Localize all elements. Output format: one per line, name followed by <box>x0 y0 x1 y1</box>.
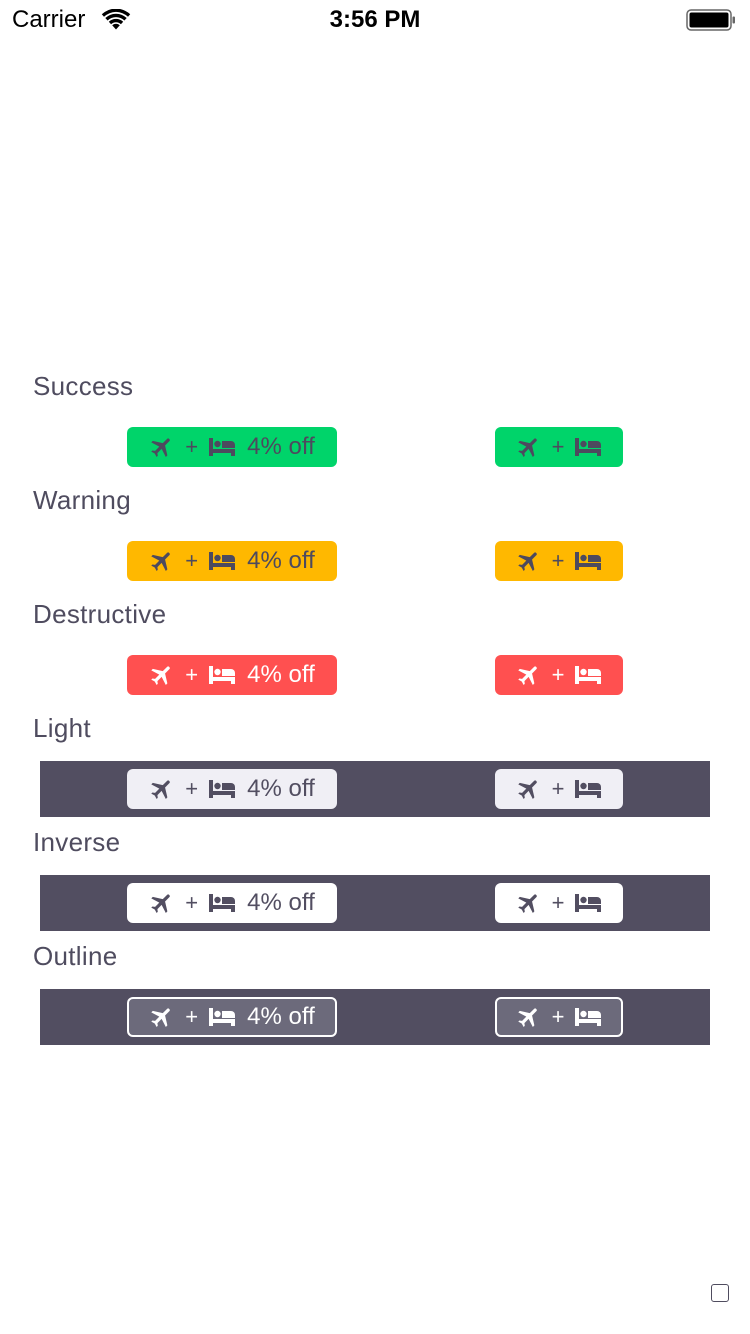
discount-label: 4% off <box>247 547 315 574</box>
plus-sign: + <box>185 776 199 801</box>
bed-icon <box>574 778 602 800</box>
plus-sign: + <box>185 548 199 573</box>
airplane-icon <box>149 548 175 574</box>
destructive-badge-compact: + <box>495 655 623 695</box>
bed-icon <box>208 436 236 458</box>
airplane-icon <box>149 662 175 688</box>
airplane-icon <box>516 776 542 802</box>
plus-sign: + <box>551 662 565 687</box>
plus-sign: + <box>185 1004 199 1029</box>
success-badge-with-discount: + 4% off <box>127 427 337 467</box>
battery-icon <box>686 9 735 31</box>
warning-badge-compact: + <box>495 541 623 581</box>
inverse-badge-with-discount: + 4% off <box>127 883 337 923</box>
airplane-icon <box>516 548 542 574</box>
bed-icon <box>574 550 602 572</box>
status-bar: Carrier 3:56 PM <box>0 0 750 40</box>
warning-badge-with-discount: + 4% off <box>127 541 337 581</box>
plus-sign: + <box>185 662 199 687</box>
bed-icon <box>208 664 236 686</box>
inverse-badge-compact: + <box>495 883 623 923</box>
bed-icon <box>208 892 236 914</box>
airplane-icon <box>149 1004 175 1030</box>
success-badge-compact: + <box>495 427 623 467</box>
plus-sign: + <box>551 1004 565 1029</box>
bed-icon <box>208 1006 236 1028</box>
section-title-outline: Outline <box>33 941 118 971</box>
plus-sign: + <box>551 434 565 459</box>
plus-sign: + <box>551 890 565 915</box>
discount-label: 4% off <box>247 889 315 916</box>
section-title-inverse: Inverse <box>33 827 121 857</box>
discount-label: 4% off <box>247 433 315 460</box>
section-title-warning: Warning <box>33 485 131 515</box>
section-title-destructive: Destructive <box>33 599 167 629</box>
airplane-icon <box>149 434 175 460</box>
airplane-icon <box>149 890 175 916</box>
section-title-success: Success <box>33 371 134 401</box>
checkbox[interactable] <box>711 1284 729 1302</box>
discount-label: 4% off <box>247 775 315 802</box>
wifi-icon <box>101 9 131 30</box>
discount-label: 4% off <box>247 661 315 688</box>
section-title-light: Light <box>33 713 91 743</box>
plus-sign: + <box>185 890 199 915</box>
airplane-icon <box>516 1004 542 1030</box>
airplane-icon <box>149 776 175 802</box>
bed-icon <box>574 664 602 686</box>
bed-icon <box>574 436 602 458</box>
status-time: 3:56 PM <box>329 6 421 33</box>
airplane-icon <box>516 434 542 460</box>
plus-sign: + <box>185 434 199 459</box>
bed-icon <box>574 1006 602 1028</box>
light-badge-with-discount: + 4% off <box>127 769 337 809</box>
plus-sign: + <box>551 776 565 801</box>
light-badge-compact: + <box>495 769 623 809</box>
outline-badge-with-discount: + 4% off <box>127 997 337 1037</box>
bed-icon <box>208 550 236 572</box>
outline-badge-compact: + <box>495 997 623 1037</box>
carrier-label: Carrier <box>12 6 86 33</box>
airplane-icon <box>516 890 542 916</box>
airplane-icon <box>516 662 542 688</box>
discount-label: 4% off <box>247 1003 315 1030</box>
plus-sign: + <box>551 548 565 573</box>
bed-icon <box>574 892 602 914</box>
bed-icon <box>208 778 236 800</box>
destructive-badge-with-discount: + 4% off <box>127 655 337 695</box>
